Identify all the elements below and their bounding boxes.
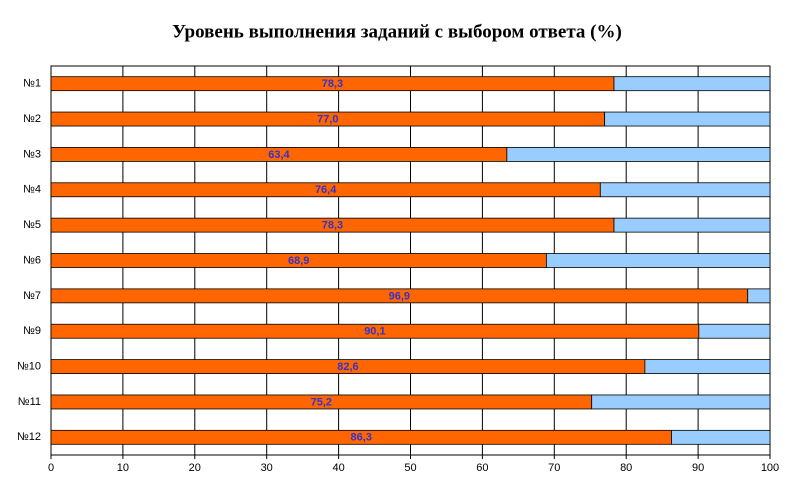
bar-segment bbox=[613, 217, 771, 233]
bar-segment bbox=[613, 76, 771, 92]
y-tick-label: №12 bbox=[17, 431, 41, 443]
data-label: 63,4 bbox=[268, 149, 290, 161]
y-tick-label: №6 bbox=[23, 254, 41, 266]
data-label: 82,6 bbox=[337, 361, 358, 373]
data-label: 75,2 bbox=[311, 396, 332, 408]
bar-segment bbox=[644, 359, 771, 374]
x-tick-label: 90 bbox=[692, 462, 704, 474]
chart-title: Уровень выполнения заданий с выбором отв… bbox=[172, 21, 622, 42]
x-tick-label: 20 bbox=[189, 462, 201, 474]
y-tick-label: №10 bbox=[17, 360, 41, 372]
bar-segment bbox=[671, 429, 771, 445]
y-tick-label: №5 bbox=[23, 219, 41, 231]
x-tick-label: 70 bbox=[548, 462, 560, 474]
data-label: 68,9 bbox=[288, 255, 309, 267]
x-tick-label: 50 bbox=[404, 462, 416, 474]
x-tick-label: 80 bbox=[620, 462, 632, 474]
y-tick-label: №1 bbox=[23, 78, 41, 90]
bar-segment bbox=[599, 182, 771, 198]
data-label: 78,3 bbox=[322, 78, 343, 90]
bar-segment bbox=[747, 288, 771, 304]
x-tick-label: 40 bbox=[332, 462, 344, 474]
y-tick-label: №2 bbox=[23, 113, 41, 125]
x-tick-label: 60 bbox=[476, 462, 488, 474]
x-tick-label: 0 bbox=[48, 462, 54, 474]
bar-segment bbox=[591, 394, 771, 410]
y-tick-label: №3 bbox=[23, 148, 41, 160]
y-tick-label: №9 bbox=[23, 325, 41, 337]
bar-segment bbox=[545, 253, 771, 268]
y-tick-label: №11 bbox=[18, 396, 41, 408]
y-tick-label: №7 bbox=[23, 290, 41, 302]
data-label: 96,9 bbox=[389, 290, 410, 302]
bar-segment bbox=[698, 323, 771, 339]
x-tick-label: 10 bbox=[117, 462, 129, 474]
data-label: 77,0 bbox=[317, 113, 338, 125]
bar-segment bbox=[506, 147, 771, 162]
x-tick-label: 30 bbox=[261, 462, 273, 474]
data-label: 86,3 bbox=[351, 432, 372, 444]
data-label: 76,4 bbox=[315, 184, 337, 196]
bar-segment bbox=[604, 111, 771, 127]
data-label: 90,1 bbox=[364, 326, 385, 338]
y-tick-label: №4 bbox=[23, 184, 41, 196]
data-label: 78,3 bbox=[322, 220, 343, 232]
x-tick-label: 100 bbox=[761, 462, 779, 474]
